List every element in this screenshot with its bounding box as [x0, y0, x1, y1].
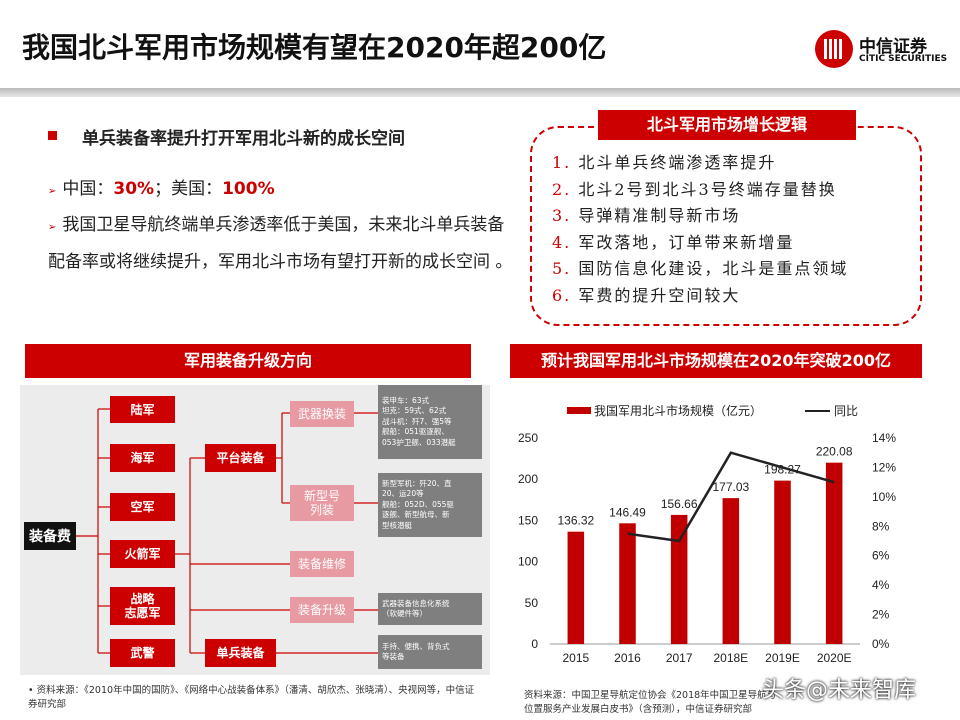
y2-tick-label: 2%: [872, 608, 890, 622]
y2-tick-label: 6%: [872, 549, 890, 563]
penetration-comparison: ➢ 中国：30%；美国：100%: [48, 174, 275, 199]
bar: [825, 462, 843, 644]
bar-data-label: 146.49: [609, 505, 646, 519]
citic-logo: 中信证券 CITIC SECURITIES: [815, 30, 948, 70]
y-tick-label: 50: [525, 596, 539, 610]
bar-data-label: 156.66: [661, 497, 698, 511]
line1-mid: ；美国：: [154, 179, 223, 199]
body-paragraph: ➢ 我国卫星导航终端单兵渗透率低于美国，未来北斗单兵装备配备率或将继续提升，军用北…: [48, 208, 518, 280]
square-bullet-icon: [48, 131, 57, 140]
logic-item: 6. 军费的提升空间较大: [552, 285, 741, 305]
bar: [567, 531, 585, 644]
yoy-line: [627, 451, 835, 543]
header-divider: [0, 88, 960, 97]
branch-armed-police: 武警: [110, 639, 175, 667]
x-tick-label: 2017: [666, 651, 693, 665]
y2-tick-label: 10%: [872, 490, 896, 504]
arrow-bullet-icon: ➢: [48, 186, 57, 197]
logic-item: 4. 军改落地，订单带来新增量: [552, 232, 795, 252]
weapon-replacement: 武器换装: [290, 401, 354, 427]
x-tick-label: 2016: [614, 651, 641, 665]
page-title: 我国北斗军用市场规模有望在2020年超200亿: [22, 31, 607, 64]
bar: [774, 480, 791, 644]
y-tick-label: 0: [531, 637, 538, 651]
logic-item: 2. 北斗2号到北斗3号终端存量替换: [552, 179, 837, 199]
growth-logic-list: 1. 北斗单兵终端渗透率提升 2. 北斗2号到北斗3号终端存量替换 3. 导弹精…: [552, 150, 848, 309]
y2-tick-label: 12%: [872, 460, 896, 474]
us-rate: 100%: [222, 179, 275, 199]
equipment-upgrade: 装备升级: [290, 597, 354, 623]
logic-item: 1. 北斗单兵终端渗透率提升: [552, 153, 777, 172]
platform-equipment: 平台装备: [205, 444, 276, 472]
x-tick-label: 2019E: [765, 651, 800, 665]
branch-strategic: 战略 志愿军: [110, 587, 175, 625]
legend-line-label: 同比: [834, 404, 858, 418]
y2-tick-label: 14%: [872, 431, 896, 445]
growth-logic-title: 北斗军用市场增长逻辑: [598, 110, 856, 140]
legend-bar-swatch: [567, 407, 591, 414]
y2-tick-label: 4%: [872, 578, 890, 592]
chart-banner: 预计我国军用北斗市场规模在2020年突破200亿: [510, 344, 922, 378]
branch-army: 陆军: [110, 396, 175, 423]
line1-prefix: 中国：: [62, 179, 114, 199]
citic-logo-icon: [815, 30, 853, 68]
branch-airforce: 空军: [110, 493, 175, 521]
logic-item: 5. 国防信息化建设，北斗是重点领域: [552, 259, 849, 278]
china-rate: 30%: [113, 179, 155, 199]
x-tick-label: 2020E: [817, 651, 852, 665]
source-note-right: 资料来源：中国卫星导航定位协会《2018年中国卫星导航与位置服务产业发展白皮书》…: [524, 690, 777, 715]
chart-plot-area: 0 50 100 150 200 250 0% 2% 4% 6% 8% 10% 12% 14% 136.32…: [518, 431, 896, 665]
logic-item: 3. 导弹精准制导新市场: [552, 206, 741, 225]
branch-rocket: 火箭军: [110, 540, 175, 568]
y-tick-label: 200: [518, 472, 538, 486]
y-tick-label: 150: [518, 513, 538, 527]
soldier-equipment: 单兵装备: [205, 639, 276, 667]
leaf-old-models: 装甲车：63式 坦克：59式、62式 战斗机：歼7、强5等 舰船：051驱逐舰、…: [378, 385, 482, 459]
legend-bar-label: 我国军用北斗市场规模（亿元）: [594, 403, 762, 418]
bar: [670, 514, 688, 644]
equipment-tree-diagram: 装备费 陆军 海军 空军 火箭军 战略 志愿军 武警 平台装备 单兵装备 武器换…: [20, 385, 490, 675]
tree-connectors: [76, 408, 378, 654]
branch-navy: 海军: [110, 444, 175, 472]
leaf-portable: 手持、便携、背负式 等装备: [378, 635, 482, 669]
y2-tick-label: 8%: [872, 519, 890, 533]
paragraph-text: 我国卫星导航终端单兵渗透率低于美国，未来北斗单兵装备配备率或将继续提升，军用北斗…: [48, 215, 513, 272]
x-tick-label: 2015: [562, 651, 589, 665]
leaf-info-systems: 武器装备信息化系统 （软硬件等）: [378, 593, 482, 625]
y-tick-label: 250: [518, 431, 538, 445]
bar: [619, 523, 636, 644]
equipment-maintenance: 装备维修: [290, 551, 354, 577]
bar-data-label: 220.08: [816, 445, 853, 459]
y2-tick-label: 0%: [872, 637, 890, 651]
leaf-new-models: 新型军机：歼20、直 20、运20等 舰船：052D、055驱 逐舰、新型航母、…: [378, 473, 482, 537]
y-tick-label: 100: [518, 555, 538, 569]
watermark: 头条@未来智库: [762, 678, 917, 703]
logo-en: CITIC SECURITIES: [859, 54, 948, 64]
arrow-bullet-icon: ➢: [48, 222, 57, 233]
new-model-deployment: 新型号 列装: [290, 485, 354, 521]
section-heading: 单兵装备率提升打开军用北斗新的成长空间: [82, 129, 405, 149]
source-note-left: • 资料来源：《2010年中国的国防》、《网络中心战装备体系》（潘清、胡欣杰、张…: [28, 685, 475, 710]
logo-cn: 中信证券: [859, 37, 927, 57]
bar-data-label: 177.03: [712, 480, 749, 494]
bar-data-label: 136.32: [557, 514, 594, 528]
x-tick-label: 2018E: [713, 651, 748, 665]
diagram-banner: 军用装备升级方向: [25, 344, 471, 378]
bar: [722, 498, 740, 644]
root-node: 装备费: [24, 522, 76, 550]
chart-legend: 我国军用北斗市场规模（亿元） 同比: [567, 403, 858, 418]
market-size-chart: 我国军用北斗市场规模（亿元） 同比 0 50 100 150 200 250 0% 2% 4% 6…: [518, 403, 896, 665]
